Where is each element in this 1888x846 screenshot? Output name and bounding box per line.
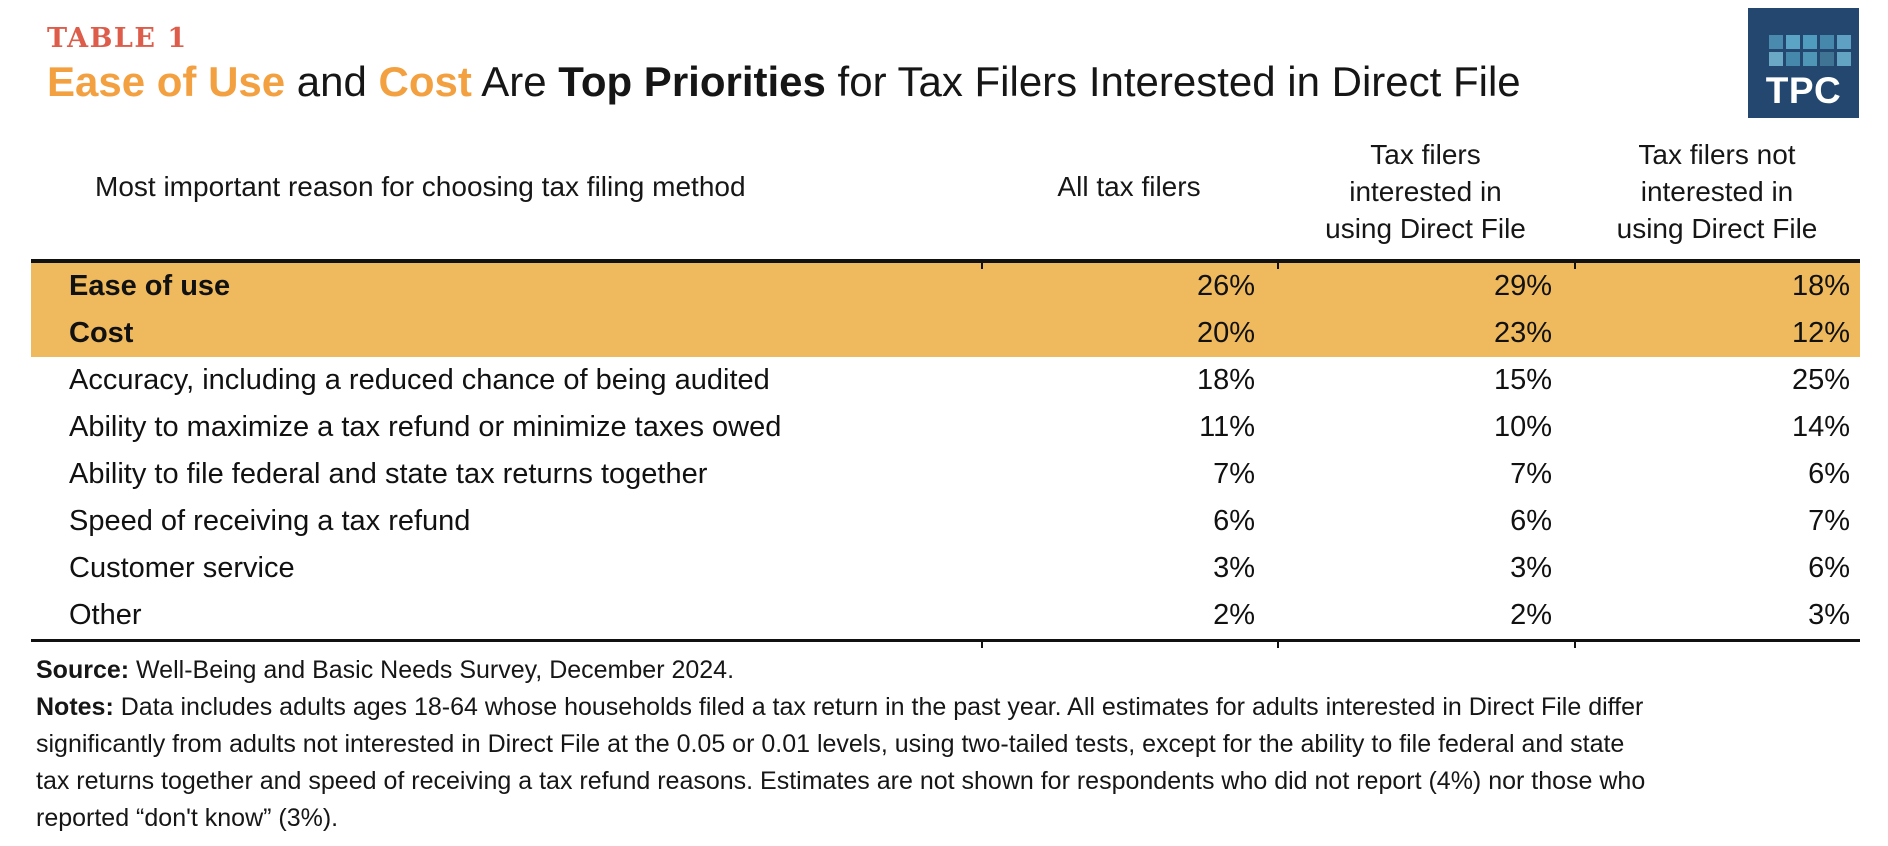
header-line: Tax filers: [1370, 139, 1481, 170]
logo-square: [1837, 35, 1851, 49]
data-table: Most important reason for choosing tax f…: [31, 118, 1860, 648]
table-top-rule: [31, 259, 1860, 269]
cell-all: 26%: [1196, 270, 1255, 302]
cell-not-interested: 6%: [1808, 458, 1850, 490]
cell-not-interested: 14%: [1791, 411, 1850, 443]
notes-line-3: tax returns together and speed of receiv…: [36, 767, 1646, 795]
notes-line-4: reported “don't know” (3%).: [36, 804, 339, 832]
cell-interested: 7%: [1510, 458, 1552, 490]
title-top-priorities: Top Priorities: [558, 58, 826, 105]
cell-all: 6%: [1213, 505, 1255, 537]
column-divider-tick: [1574, 263, 1576, 269]
cell-all: 3%: [1213, 552, 1255, 584]
cell-not-interested: 6%: [1808, 552, 1850, 584]
cell-not-interested: 18%: [1791, 270, 1850, 302]
column-header-all-tax-filers: All tax filers: [1057, 171, 1201, 202]
title-rest: for Tax Filers Interested in Direct File: [825, 58, 1521, 105]
cell-interested: 23%: [1493, 317, 1552, 349]
column-divider-tick: [1277, 642, 1279, 648]
cell-not-interested: 3%: [1808, 599, 1850, 631]
column-divider-tick: [1574, 642, 1576, 648]
source-label: Source:: [36, 656, 130, 684]
table-row-speed: Speed of receiving a tax refund 6% 6% 7%: [31, 498, 1860, 545]
cell-interested: 6%: [1510, 505, 1552, 537]
table-row-other: Other 2% 2% 3%: [31, 592, 1860, 639]
table-row-cost: Cost 20% 23% 12%: [31, 310, 1860, 357]
notes-line-1: Notes: Data includes adults ages 18-64 w…: [36, 689, 1858, 726]
cell-not-interested: 25%: [1791, 364, 1850, 396]
column-divider-tick: [1277, 263, 1279, 269]
column-divider-tick: [981, 263, 983, 269]
logo-square: [1820, 35, 1834, 49]
column-header-not-interested: Tax filers not interested in using Direc…: [1574, 136, 1860, 247]
logo-square: [1769, 35, 1783, 49]
header-line: Tax filers not: [1638, 139, 1796, 170]
title-are: Are: [471, 58, 559, 105]
title-and: and: [285, 58, 379, 105]
cell-not-interested: 7%: [1808, 505, 1850, 537]
source-line: Source: Well-Being and Basic Needs Surve…: [36, 652, 1858, 689]
logo-square: [1803, 35, 1817, 49]
tpc-logo: TPC: [1748, 8, 1859, 118]
title-ease-of-use: Ease of Use: [47, 58, 286, 105]
notes-label: Notes:: [36, 693, 114, 721]
table-number-label: TABLE 1: [47, 23, 188, 54]
logo-square: [1837, 52, 1851, 66]
table-footer: Source: Well-Being and Basic Needs Surve…: [36, 652, 1858, 837]
table-row-accuracy: Accuracy, including a reduced chance of …: [31, 357, 1860, 404]
cell-all: 20%: [1196, 317, 1255, 349]
column-header-interested: Tax filers interested in using Direct Fi…: [1277, 136, 1574, 247]
table-row-customer-service: Customer service 3% 3% 6%: [31, 545, 1860, 592]
table-row-federal-state: Ability to file federal and state tax re…: [31, 451, 1860, 498]
table-bottom-rule: [31, 639, 1860, 648]
cell-all: 2%: [1213, 599, 1255, 631]
header-line: using Direct File: [1616, 213, 1818, 244]
header-line: using Direct File: [1325, 213, 1526, 244]
row-label: Cost: [69, 317, 134, 349]
row-label: Ability to file federal and state tax re…: [69, 458, 708, 490]
cell-interested: 3%: [1510, 552, 1552, 584]
row-label: Speed of receiving a tax refund: [69, 505, 471, 537]
logo-grid: [1769, 35, 1851, 66]
notes-text: Data includes adults ages 18-64 whose ho…: [113, 693, 1644, 721]
logo-square: [1786, 35, 1800, 49]
column-header-reason: Most important reason for choosing tax f…: [95, 171, 746, 202]
cell-interested: 2%: [1510, 599, 1552, 631]
row-label: Accuracy, including a reduced chance of …: [69, 364, 770, 396]
logo-square: [1803, 52, 1817, 66]
table-header-row: Most important reason for choosing tax f…: [31, 118, 1860, 259]
column-divider-tick: [981, 642, 983, 648]
cell-interested: 10%: [1493, 411, 1552, 443]
logo-square: [1820, 52, 1834, 66]
page-title: Ease of Use and Cost Are Top Priorities …: [47, 56, 1521, 108]
header-line: interested in: [1349, 176, 1502, 207]
cell-interested: 15%: [1493, 364, 1552, 396]
notes-line-2: significantly from adults not interested…: [36, 730, 1625, 758]
row-label: Other: [69, 599, 142, 631]
table-row-maximize-refund: Ability to maximize a tax refund or mini…: [31, 404, 1860, 451]
row-label: Customer service: [69, 552, 295, 584]
logo-square: [1786, 52, 1800, 66]
cell-interested: 29%: [1493, 270, 1552, 302]
cell-all: 18%: [1196, 364, 1255, 396]
cell-not-interested: 12%: [1791, 317, 1850, 349]
source-text: Well-Being and Basic Needs Survey, Decem…: [129, 656, 735, 684]
logo-square: [1769, 52, 1783, 66]
table-row-ease-of-use: Ease of use 26% 29% 18%: [31, 263, 1860, 310]
row-label: Ease of use: [69, 270, 231, 302]
logo-text: TPC: [1765, 70, 1842, 111]
header-line: interested in: [1640, 176, 1794, 207]
cell-all: 7%: [1213, 458, 1255, 490]
title-cost: Cost: [378, 58, 472, 105]
cell-all: 11%: [1199, 411, 1255, 443]
row-label: Ability to maximize a tax refund or mini…: [69, 411, 782, 443]
